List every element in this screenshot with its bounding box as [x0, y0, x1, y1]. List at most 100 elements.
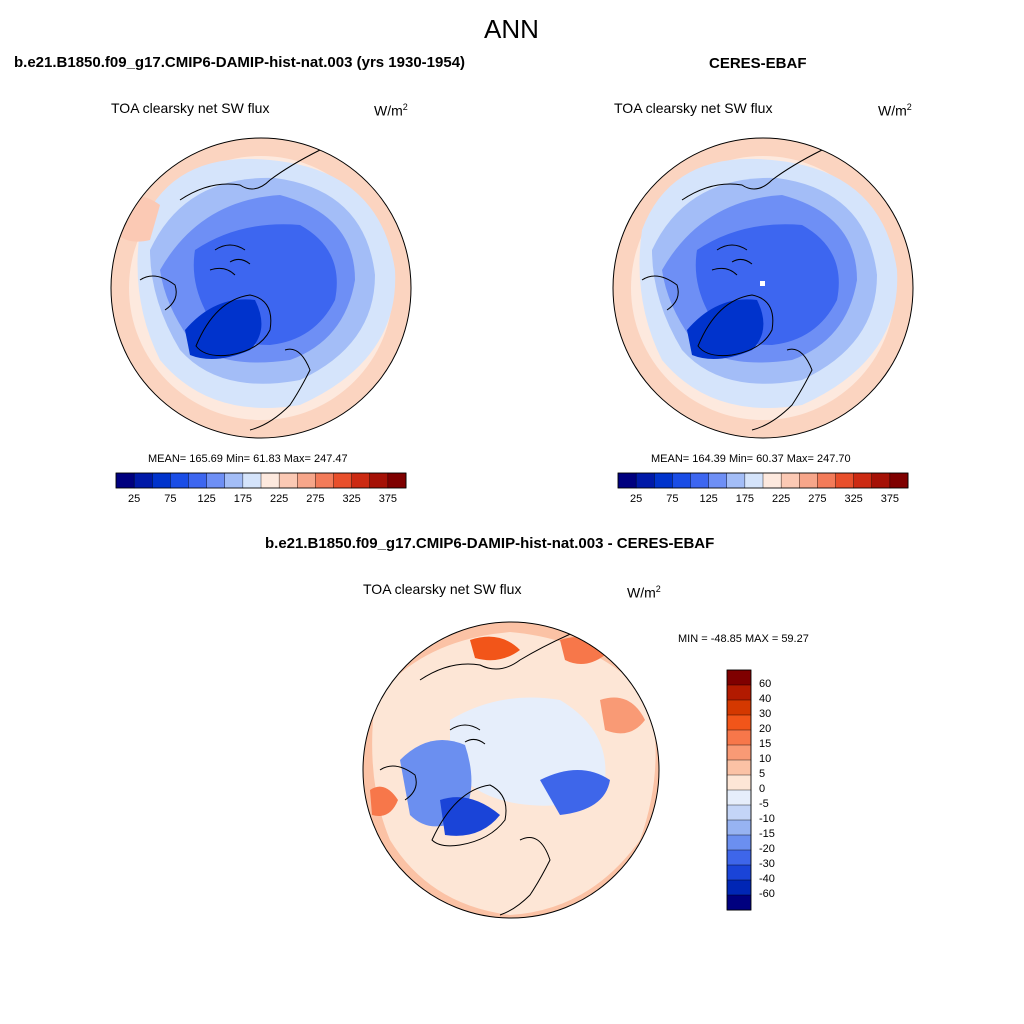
- right-colorbar: [617, 472, 909, 489]
- difference-colorbar-swatch: [726, 669, 752, 686]
- difference-case-title: b.e21.B1850.f09_g17.CMIP6-DAMIP-hist-nat…: [265, 535, 715, 552]
- left-colorbar-swatch: [387, 472, 407, 489]
- right-colorbar-tick-label: 375: [880, 493, 900, 505]
- left-colorbar-swatches: [115, 472, 407, 489]
- difference-colorbar-tick-label: -15: [759, 828, 775, 840]
- difference-colorbar-swatch: [726, 819, 752, 836]
- right-colorbar-swatch: [817, 472, 836, 489]
- right-colorbar-swatch: [635, 472, 655, 489]
- right-colorbar-swatch: [708, 472, 728, 489]
- right-colorbar-tick-label: 325: [844, 493, 863, 505]
- left-colorbar-swatch: [206, 472, 226, 489]
- left-colorbar: [115, 472, 407, 489]
- left-colorbar-tick-label: 25: [128, 493, 141, 505]
- right-colorbar-tick-label: 75: [666, 493, 679, 505]
- difference-colorbar-tick-label: -10: [759, 813, 775, 825]
- left-colorbar-swatch: [278, 472, 298, 489]
- figure-title: ANN: [484, 14, 539, 44]
- right-variable-label: TOA clearsky net SW flux: [614, 100, 773, 116]
- right-colorbar-swatch: [654, 472, 673, 489]
- difference-colorbar: [726, 669, 752, 911]
- right-colorbar-swatches: [617, 472, 909, 489]
- left-colorbar-tick-label: 75: [164, 493, 177, 505]
- left-colorbar-tick-label: 125: [197, 493, 216, 505]
- difference-colorbar-tick-label: 40: [759, 693, 772, 705]
- left-variable-label: TOA clearsky net SW flux: [111, 100, 270, 116]
- difference-colorbar-swatch: [726, 849, 752, 866]
- difference-colorbar-swatch: [726, 774, 752, 791]
- difference-variable-label: TOA clearsky net SW flux: [363, 581, 522, 597]
- difference-colorbar-swatches: [726, 669, 752, 911]
- difference-colorbar-tick-label: 0: [759, 783, 766, 795]
- right-colorbar-swatch: [744, 472, 764, 489]
- difference-units-label: W/m2: [627, 584, 661, 601]
- left-polar-map: [110, 137, 412, 439]
- right-units-label: W/m2: [878, 102, 912, 119]
- left-colorbar-swatch: [333, 472, 353, 489]
- left-colorbar-tick-label: 275: [306, 493, 325, 505]
- difference-colorbar-tick-label: -40: [759, 873, 775, 885]
- difference-colorbar-tick-label: -5: [759, 798, 769, 810]
- difference-colorbar-tick-label: -20: [759, 843, 775, 855]
- difference-colorbar-swatch: [726, 684, 752, 701]
- left-colorbar-swatch: [369, 472, 389, 489]
- left-colorbar-tick-label: 375: [378, 493, 398, 505]
- left-colorbar-swatch: [188, 472, 208, 489]
- left-colorbar-tick-label: 225: [269, 493, 289, 505]
- right-colorbar-swatch: [871, 472, 891, 489]
- difference-colorbar-tick-label: 5: [759, 768, 766, 780]
- right-stats-label: MEAN= 164.39 Min= 60.37 Max= 247.70: [651, 453, 851, 465]
- difference-colorbar-swatch: [726, 894, 752, 911]
- left-colorbar-tick-label: 175: [233, 493, 253, 505]
- difference-polar-map: [362, 621, 660, 919]
- difference-colorbar-tick-label: 30: [759, 708, 772, 720]
- right-colorbar-tick-label: 125: [699, 493, 718, 505]
- left-stats-label: MEAN= 165.69 Min= 61.83 Max= 247.47: [148, 453, 348, 465]
- left-colorbar-swatch: [115, 472, 135, 489]
- left-colorbar-swatch: [351, 472, 371, 489]
- left-colorbar-swatch: [297, 472, 316, 489]
- right-case-title: CERES-EBAF: [709, 55, 807, 72]
- difference-colorbar-tick-label: 10: [759, 753, 772, 765]
- right-colorbar-tick-label: 275: [808, 493, 827, 505]
- left-colorbar-swatch: [242, 472, 262, 489]
- difference-colorbar-swatch: [726, 729, 752, 746]
- right-colorbar-swatch: [889, 472, 909, 489]
- right-colorbar-swatch: [835, 472, 855, 489]
- right-colorbar-swatch: [853, 472, 873, 489]
- right-colorbar-tick-label: 225: [771, 493, 791, 505]
- left-colorbar-swatch: [170, 472, 189, 489]
- difference-colorbar-tick-label: -30: [759, 858, 775, 870]
- right-colorbar-swatch: [672, 472, 691, 489]
- difference-colorbar-swatch: [726, 804, 752, 821]
- difference-colorbar-swatch: [726, 834, 752, 851]
- left-case-title: b.e21.B1850.f09_g17.CMIP6-DAMIP-hist-nat…: [14, 54, 466, 71]
- left-colorbar-swatch: [315, 472, 334, 489]
- difference-colorbar-swatch: [726, 744, 752, 761]
- left-units-label: W/m2: [374, 102, 408, 119]
- left-colorbar-tick-label: 325: [342, 493, 361, 505]
- difference-colorbar-tick-label: 60: [759, 678, 772, 690]
- right-colorbar-swatch: [780, 472, 800, 489]
- right-colorbar-swatch: [617, 472, 637, 489]
- difference-stats-label: MIN = -48.85 MAX = 59.27: [678, 633, 809, 645]
- difference-colorbar-tick-label: 15: [759, 738, 772, 750]
- left-colorbar-swatch: [224, 472, 244, 489]
- left-colorbar-swatch: [133, 472, 153, 489]
- difference-colorbar-swatch: [726, 864, 752, 881]
- difference-colorbar-swatch: [726, 759, 752, 776]
- left-colorbar-swatch: [260, 472, 280, 489]
- right-polar-map: [612, 137, 914, 439]
- right-colorbar-tick-label: 25: [630, 493, 643, 505]
- difference-colorbar-swatch: [726, 789, 752, 806]
- right-colorbar-swatch: [799, 472, 818, 489]
- difference-colorbar-swatch: [726, 879, 752, 896]
- right-colorbar-tick-label: 175: [735, 493, 755, 505]
- difference-colorbar-swatch: [726, 714, 752, 731]
- difference-colorbar-tick-label: -60: [759, 888, 775, 900]
- difference-colorbar-swatch: [726, 699, 752, 716]
- right-colorbar-swatch: [762, 472, 782, 489]
- difference-colorbar-tick-label: 20: [759, 723, 772, 735]
- right-colorbar-swatch: [690, 472, 710, 489]
